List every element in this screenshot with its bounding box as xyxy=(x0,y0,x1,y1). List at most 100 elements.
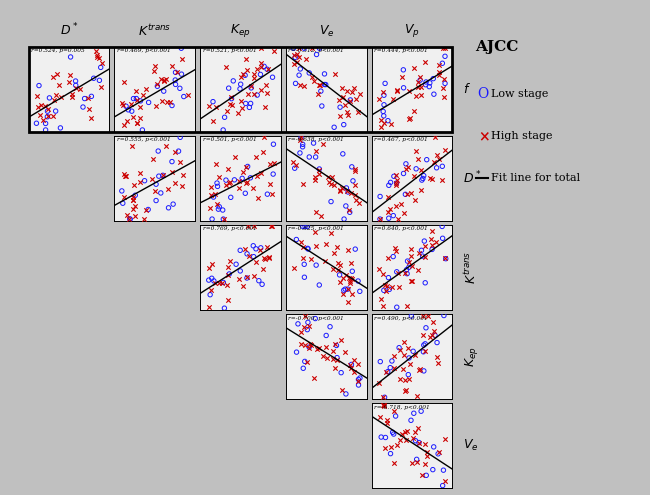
Point xyxy=(302,222,313,230)
Point xyxy=(324,178,334,186)
Point xyxy=(170,148,180,156)
Point xyxy=(422,451,432,459)
Point xyxy=(135,178,145,186)
Point xyxy=(393,215,404,223)
Point xyxy=(399,376,410,384)
Point xyxy=(176,183,187,191)
Point xyxy=(31,119,42,127)
Point xyxy=(378,400,389,408)
Point xyxy=(166,168,177,176)
Point xyxy=(267,222,278,230)
Point xyxy=(288,44,298,52)
Point xyxy=(128,205,138,213)
Point xyxy=(244,251,254,259)
Point xyxy=(346,360,357,368)
Point xyxy=(320,257,330,265)
Point xyxy=(128,113,138,121)
Point xyxy=(338,290,348,297)
Point xyxy=(224,100,235,108)
Point xyxy=(392,86,402,94)
Point xyxy=(346,88,357,96)
Point xyxy=(427,246,437,253)
Point xyxy=(413,155,423,163)
Point xyxy=(418,175,428,183)
Point xyxy=(155,189,166,197)
Point xyxy=(237,168,248,176)
Point xyxy=(302,245,313,252)
Text: $K^{trans}$: $K^{trans}$ xyxy=(463,250,478,284)
Text: r=-0.638, p<0.001: r=-0.638, p<0.001 xyxy=(289,137,344,143)
Point xyxy=(90,47,101,55)
Point xyxy=(315,81,326,89)
Point xyxy=(135,97,146,105)
Point xyxy=(260,103,270,111)
Point xyxy=(343,286,354,294)
Point xyxy=(299,83,309,91)
Point xyxy=(410,351,421,359)
Point xyxy=(96,63,106,71)
Point xyxy=(427,241,437,249)
Point xyxy=(376,123,386,131)
Point xyxy=(419,367,429,375)
Point xyxy=(410,197,420,204)
Point xyxy=(252,91,263,99)
Point xyxy=(415,76,425,84)
Point xyxy=(291,80,301,88)
Point xyxy=(161,99,172,106)
Point xyxy=(231,260,241,268)
Point xyxy=(306,73,317,81)
Point xyxy=(415,73,426,81)
Point xyxy=(350,196,361,204)
Point xyxy=(129,202,140,210)
Point xyxy=(255,59,266,67)
Point xyxy=(167,157,177,165)
Point xyxy=(163,204,174,212)
Point xyxy=(118,78,129,86)
Point xyxy=(424,79,435,87)
Point xyxy=(255,244,266,252)
Point xyxy=(420,242,430,250)
Point xyxy=(430,331,440,339)
Point xyxy=(343,298,354,306)
Point xyxy=(292,50,302,58)
Point xyxy=(400,386,411,394)
Point xyxy=(153,172,164,180)
Text: r=0.521, p<0.001: r=0.521, p<0.001 xyxy=(203,48,256,53)
Point xyxy=(238,70,248,78)
Point xyxy=(207,215,217,223)
Point xyxy=(122,117,132,125)
Point xyxy=(140,206,151,214)
Point xyxy=(183,91,193,99)
Point xyxy=(404,354,414,362)
Point xyxy=(291,348,302,356)
Point xyxy=(268,170,278,178)
Point xyxy=(304,69,315,77)
Point xyxy=(434,448,444,456)
Point xyxy=(379,91,389,99)
Point xyxy=(341,184,352,192)
Point xyxy=(329,123,339,131)
Point xyxy=(120,172,130,180)
Point xyxy=(423,311,434,319)
Point xyxy=(320,240,331,248)
Point xyxy=(434,71,444,79)
Point xyxy=(226,93,236,101)
Point xyxy=(238,282,248,290)
Point xyxy=(291,236,302,244)
Text: r=-0.825, p<0.001: r=-0.825, p<0.001 xyxy=(289,226,344,232)
Point xyxy=(227,101,237,109)
Point xyxy=(209,277,219,285)
Point xyxy=(252,172,262,180)
Point xyxy=(415,83,426,91)
Point xyxy=(400,428,410,436)
Point xyxy=(334,187,345,195)
Text: r=0.444, p<0.001: r=0.444, p<0.001 xyxy=(374,48,428,53)
Point xyxy=(376,296,386,303)
Point xyxy=(224,179,235,187)
Point xyxy=(355,288,365,296)
Point xyxy=(400,160,411,168)
Text: $K_{ep}$: $K_{ep}$ xyxy=(463,346,480,367)
Point xyxy=(51,107,61,115)
Point xyxy=(47,112,58,120)
Point xyxy=(310,228,320,236)
